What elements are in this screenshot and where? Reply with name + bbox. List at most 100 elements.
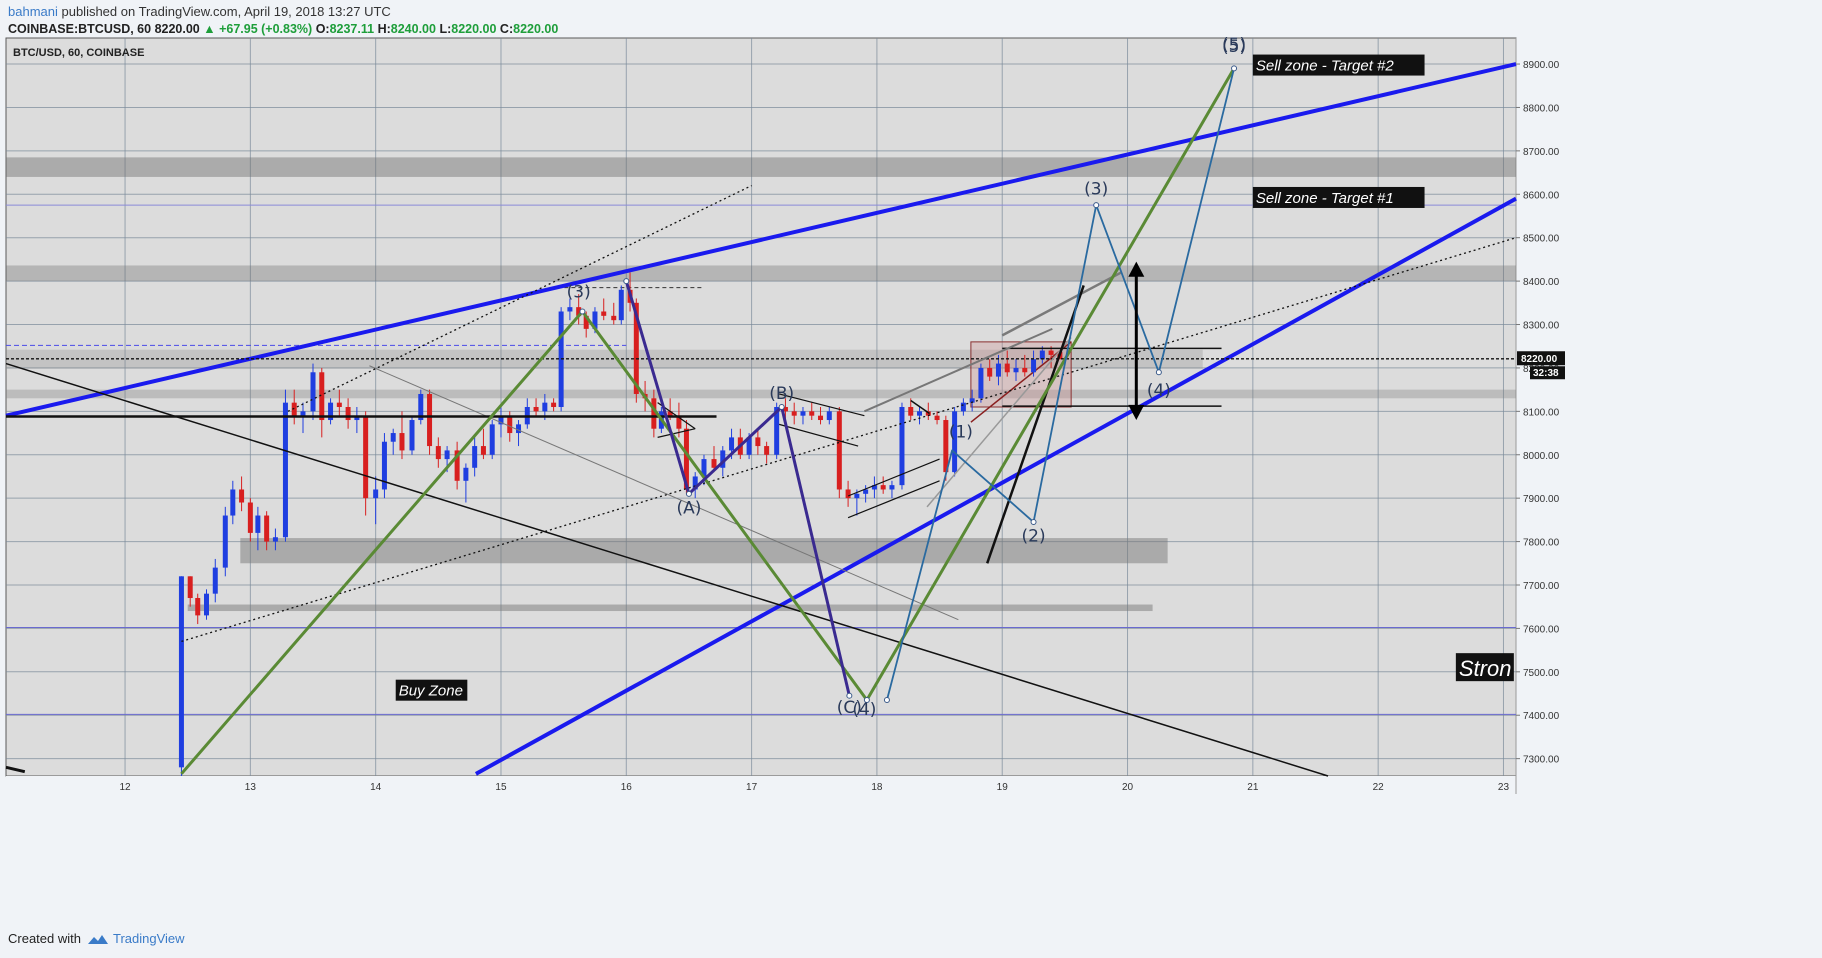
candle-body [720, 450, 726, 468]
candle-body [1004, 363, 1010, 373]
low-value: 8220.00 [451, 22, 497, 36]
candle-body [390, 433, 396, 442]
candle-body [178, 576, 184, 768]
annotation-bg [1252, 54, 1425, 76]
date-tick-label: 13 [245, 782, 257, 793]
zone-resistance [6, 265, 1516, 282]
tradingview-link[interactable]: TradingView [87, 931, 185, 946]
candle-body [187, 576, 193, 599]
candle-body [463, 467, 469, 481]
candle-body [633, 302, 639, 394]
candle-body [222, 515, 228, 568]
candle-body [319, 372, 325, 421]
bull-flag-top [847, 458, 940, 497]
candle-body [264, 515, 270, 542]
close-label: C: [499, 22, 514, 36]
flag-mini [910, 399, 930, 415]
wave-point [685, 490, 692, 497]
candle-body [381, 441, 387, 490]
candle-body [692, 476, 698, 490]
open-label: O: [315, 22, 330, 36]
candle-body [791, 411, 797, 416]
trend-channel-lower [474, 196, 1517, 776]
price-change: ▲ +67.95 (+0.83%) [203, 22, 313, 36]
author-link[interactable]: bahmani [8, 4, 58, 19]
low-label: L: [439, 22, 452, 36]
candle-body [373, 489, 379, 499]
candle-body [345, 407, 351, 421]
tradingview-logo-icon [87, 934, 108, 944]
wave-point [623, 278, 630, 285]
wave-point [579, 308, 586, 315]
high-value: 8240.00 [390, 22, 436, 36]
zone-thin [187, 604, 1153, 612]
last-price-label: 8220.00 [1521, 354, 1558, 365]
candle-body [195, 598, 201, 616]
candle-body [291, 402, 297, 416]
annotation-bg [395, 679, 468, 701]
price-tick-label: 7900.00 [1523, 494, 1560, 505]
annotation-bg [1252, 186, 1425, 208]
flag-top [779, 393, 865, 417]
candle-body [255, 515, 261, 533]
range-arrow-down [1128, 404, 1145, 421]
wave-label: (3) [1084, 179, 1108, 199]
candle-body [683, 428, 689, 490]
last-price: 8220.00 [154, 22, 200, 36]
tradingview-label: TradingView [112, 931, 185, 946]
time-axis-bg [6, 776, 1566, 796]
candle-body [427, 393, 433, 447]
candle-body [1031, 359, 1037, 373]
date-tick-label: 18 [871, 782, 883, 793]
annotation-label: Sell zone - Target #1 [1256, 190, 1394, 207]
candle-body [567, 307, 573, 312]
date-tick-label: 22 [1373, 782, 1385, 793]
candle-body [328, 402, 334, 421]
wedge-upper [863, 327, 1053, 413]
candle-body [854, 493, 860, 499]
candle-body [908, 407, 914, 416]
candle-body [583, 315, 589, 329]
price-tick-label: 7300.00 [1523, 755, 1560, 766]
trend-channel-upper [5, 62, 1517, 418]
candle-body [300, 411, 306, 416]
candle-body [746, 437, 752, 455]
footer: Created with TradingView [8, 931, 185, 946]
candle-body [454, 450, 460, 481]
wave-point [1093, 202, 1100, 209]
price-tick-label: 8300.00 [1523, 321, 1560, 332]
candle-body [952, 411, 958, 473]
grey-channel [1001, 271, 1122, 337]
candle-body [863, 489, 869, 494]
countdown-bg [1530, 366, 1565, 380]
candle-body [618, 289, 624, 321]
date-tick-label: 20 [1122, 782, 1134, 793]
price-tick-label: 7800.00 [1523, 538, 1560, 549]
candle-body [676, 415, 682, 429]
high-label: H: [377, 22, 391, 36]
wedge-lower [926, 337, 1072, 508]
price-tick-label: 7700.00 [1523, 581, 1560, 592]
wave-point [846, 692, 853, 699]
close-value: 8220.00 [513, 22, 559, 36]
candle-body [871, 485, 877, 490]
elliott-wave-main [180, 67, 1236, 775]
publish-info: bahmani published on TradingView.com, Ap… [8, 4, 391, 20]
price-tick-label: 7600.00 [1523, 624, 1560, 635]
candle-body [978, 367, 984, 399]
flag-bottom [779, 423, 859, 447]
candle-body [774, 407, 780, 455]
candle-body [272, 537, 278, 542]
candle-body [444, 450, 450, 460]
candle-body [1039, 350, 1045, 360]
candle-body [987, 367, 993, 377]
wave-label: (A) [676, 498, 701, 518]
date-tick-label: 21 [1247, 782, 1259, 793]
zone-support-lower [240, 538, 1168, 564]
price-axis-bg [1516, 38, 1566, 776]
candle-body [969, 398, 975, 403]
candle-body [711, 459, 717, 468]
candle-body [601, 311, 607, 316]
price-tick-label: 7500.00 [1523, 668, 1560, 679]
